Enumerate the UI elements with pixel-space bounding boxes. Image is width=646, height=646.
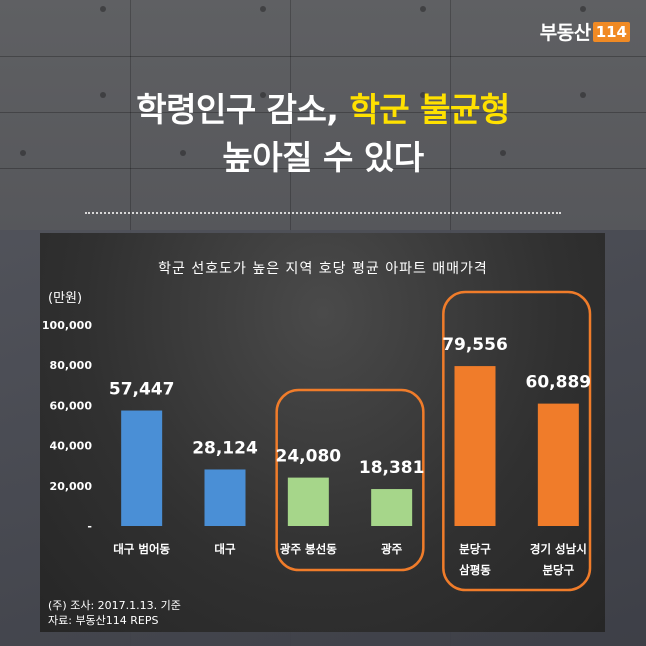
category-label: 분당구 (459, 542, 491, 556)
survey-note: (주) 조사: 2017.1.13. 기준 (48, 599, 181, 612)
wall-tie-hole (20, 150, 26, 156)
wall-tie-hole (260, 6, 266, 12)
headline-line-1: 학령인구 감소, 학군 불균형 (0, 86, 646, 134)
y-tick-label: 60,000 (50, 399, 93, 412)
bar (537, 403, 579, 526)
wall-tie-hole (180, 150, 186, 156)
y-tick-label: 20,000 (50, 480, 93, 493)
y-tick-label: - (87, 520, 92, 533)
source-note: 자료: 부동산114 REPS (48, 614, 159, 627)
wall-tie-hole (100, 6, 106, 12)
brand-number: 114 (592, 21, 630, 42)
headline: 학령인구 감소, 학군 불균형 높아질 수 있다 (0, 86, 646, 182)
wall-tie-hole (500, 150, 506, 156)
wall-tie-hole (420, 92, 426, 98)
y-tick-label: 40,000 (50, 440, 93, 453)
bar (454, 366, 496, 526)
wall-seam (0, 56, 646, 57)
brand-name: 부동산 (539, 22, 591, 44)
bar-value-label: 79,556 (442, 335, 508, 355)
bar-value-label: 18,381 (359, 458, 425, 478)
highlight-group-outline (442, 290, 592, 592)
wall-tie-hole (340, 150, 346, 156)
category-label: 광주 (381, 542, 403, 556)
bar-value-label: 57,447 (109, 380, 175, 400)
y-axis-unit: (만원) (48, 291, 83, 306)
chart-title: 학군 선호도가 높은 지역 호당 평균 아파트 매매가격 (158, 261, 488, 277)
y-tick-label: 100,000 (42, 319, 92, 332)
wall-seam (0, 112, 646, 113)
category-label: 광주 봉선동 (280, 542, 337, 556)
wall-tie-hole (580, 6, 586, 12)
wall-tie-hole (100, 92, 106, 98)
category-label: 분당구 (542, 563, 574, 577)
highlight-group-outline (275, 388, 425, 572)
bar (204, 469, 246, 526)
bar-value-label: 60,889 (526, 373, 592, 393)
bar-value-label: 24,080 (276, 447, 342, 467)
wall-tie-hole (580, 92, 586, 98)
wall-tie-hole (420, 6, 426, 12)
wall-seam (0, 168, 646, 169)
category-label: 경기 성남시 (530, 542, 587, 556)
brand-logo: 부동산 114 (540, 18, 630, 45)
bar (371, 489, 413, 526)
headline-line-2: 높아질 수 있다 (222, 138, 424, 177)
category-label: 삼평동 (459, 563, 491, 577)
wall-tie-hole (260, 92, 266, 98)
headline-highlight: 학군 불균형 (349, 90, 510, 129)
headline-prefix: 학령인구 감소, (136, 90, 339, 129)
category-label: 대구 범어동 (113, 542, 170, 556)
y-tick-label: 80,000 (50, 359, 93, 372)
bar-value-label: 28,124 (192, 438, 258, 458)
category-label: 대구 (214, 542, 236, 556)
dotted-divider (85, 212, 561, 214)
bar (121, 410, 163, 526)
bar (287, 477, 329, 526)
